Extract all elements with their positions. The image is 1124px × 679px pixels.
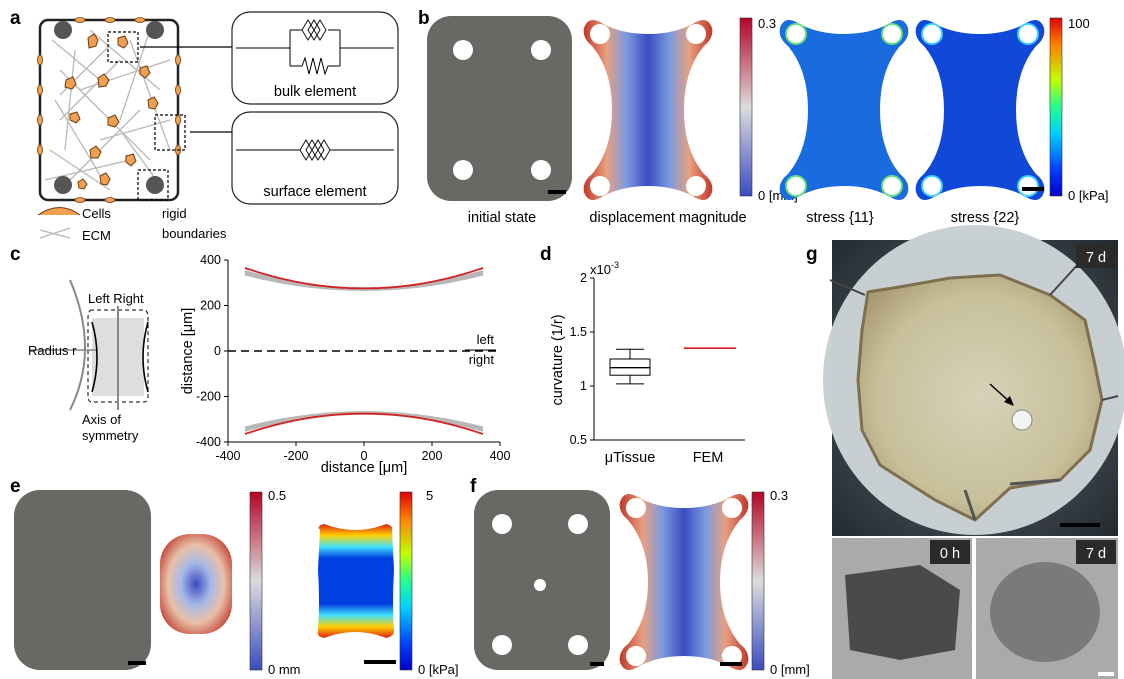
boundary-cells <box>37 17 181 203</box>
chart-c-xtick-label: -200 <box>283 449 308 463</box>
colorbar-stress-b <box>1049 17 1063 197</box>
scale-bar <box>1060 523 1100 527</box>
initial-state-shape <box>427 16 572 201</box>
chart-c-ytick-label: -200 <box>196 390 221 404</box>
panel-a-legend: Cells ECM rigid boundaries <box>37 206 227 243</box>
caption-stress-22: stress {22} <box>951 210 1020 226</box>
colorbar-displacement-b <box>739 17 753 197</box>
scale-bar <box>548 190 566 194</box>
colorbar-f-disp-min: 0 [mm] <box>770 662 810 677</box>
panel-letter-b: b <box>418 8 430 29</box>
scale-bar <box>1022 187 1044 191</box>
panel-g-tissue-photo: 7 d <box>823 225 1124 536</box>
chart-c-experimental-trace <box>244 270 484 289</box>
colorbar-b-disp-max: 0.3 <box>758 16 776 31</box>
panel-e-displacement-shape <box>160 534 232 634</box>
caption-initial-state: initial state <box>468 210 537 226</box>
stress-11-shape <box>779 20 909 200</box>
radius-label: Radius r <box>28 343 77 358</box>
badge-7d-top: 7 d <box>1086 250 1106 266</box>
colorbar-e-disp-max: 0.5 <box>268 488 286 503</box>
chart-c-series-left <box>244 267 484 290</box>
colorbar-stress-e <box>399 491 413 671</box>
chart-d-cat-1: FEM <box>693 450 724 466</box>
badge-0h: 0 h <box>940 546 960 562</box>
chart-d-ytick-label: 2 <box>580 271 587 285</box>
panel-letter-e: e <box>10 476 21 497</box>
scale-bar <box>364 660 396 664</box>
chart-c-ylabel: distance [μm] <box>180 308 196 395</box>
chart-d-exponent: x10-3 <box>590 260 619 277</box>
chart-d-ytick-label: 1.5 <box>570 325 587 339</box>
rigid-post <box>146 21 164 39</box>
scale-bar <box>128 661 146 665</box>
legend-cells: Cells <box>82 206 111 221</box>
colorbar-b-stress-max: 100 <box>1068 16 1090 31</box>
scale-bar <box>1098 672 1114 676</box>
caption-displacement: displacement magnitude <box>589 210 746 226</box>
displacement-shape <box>583 20 713 200</box>
surface-element-box: surface element <box>231 111 399 205</box>
axis-label-2: symmetry <box>82 428 139 443</box>
chart-c-xtick-label: 200 <box>422 449 443 463</box>
axis-label-1: Axis of <box>82 412 121 427</box>
rigid-post <box>54 176 72 194</box>
panel-e-stress-shape <box>317 524 396 664</box>
symmetry-schematic: Left Right Radius r Axis of symmetry <box>28 279 149 443</box>
left-right-label: Left Right <box>88 291 144 306</box>
panel-g-photo-7d: 7 d <box>976 538 1118 679</box>
panel-a-tissue-schematic <box>37 17 232 203</box>
colorbar-displacement-f <box>751 491 765 671</box>
chart-c-xtick-label: 0 <box>361 449 368 463</box>
ecm-fibers <box>44 29 171 191</box>
colorbar-displacement-e <box>249 491 263 671</box>
bulk-element-label: bulk element <box>274 84 356 100</box>
colorbar-e-stress-max: 5 <box>426 488 433 503</box>
chart-c-ytick-label: 400 <box>200 253 221 267</box>
legend-boundaries: boundaries <box>162 226 227 241</box>
panel-f-initial-shape <box>474 490 610 670</box>
chart-c-ytick-label: 0 <box>214 344 221 358</box>
chart-c-ytick-label: 200 <box>200 299 221 313</box>
colorbar-e-disp-min: 0 mm <box>268 662 301 677</box>
chart-c-xlabel: distance [μm] <box>321 460 408 476</box>
panel-letter-g: g <box>806 244 818 265</box>
stress-22-shape <box>915 20 1045 200</box>
panel-letter-a: a <box>10 8 21 29</box>
chart-d-cat-0: μTissue <box>605 450 656 466</box>
chart-d-ytick-label: 0.5 <box>570 433 587 447</box>
chart-c-xtick-label: 400 <box>490 449 511 463</box>
colorbar-e-stress-min: 0 [kPa] <box>418 662 458 677</box>
surface-element-label: surface element <box>263 184 366 200</box>
chart-c-ytick-label: -400 <box>196 435 221 449</box>
chart-c-series-right <box>244 412 484 435</box>
rigid-post <box>146 176 164 194</box>
badge-7d-bottom: 7 d <box>1086 546 1106 562</box>
cell-icons <box>64 33 159 190</box>
chart-c-legend-left: left <box>477 332 495 347</box>
scale-bar <box>590 662 604 666</box>
scale-bar <box>720 662 742 666</box>
colorbar-f-disp-max: 0.3 <box>770 488 788 503</box>
caption-stress-11: stress {11} <box>806 210 874 226</box>
chart-c-legend-right: right <box>469 352 495 367</box>
legend-ecm: ECM <box>82 228 111 243</box>
chart-d-ylabel: curvature (1/r) <box>550 314 566 405</box>
chart-c-xtick-label: -400 <box>215 449 240 463</box>
legend-rigid: rigid <box>162 206 187 221</box>
panel-letter-c: c <box>10 244 21 265</box>
chart-c: 400 200 0 -200 -400 -400 -200 0 200 400 distance… <box>180 253 510 476</box>
chart-d: 2 1.5 1 0.5 x10-3 curvature (1/r) μTissue F… <box>550 260 745 466</box>
rigid-post <box>54 21 72 39</box>
panel-f-displacement-shape <box>619 494 749 670</box>
panel-g-photo-0h: 0 h <box>832 538 972 679</box>
panel-letter-f: f <box>470 476 477 497</box>
panel-letter-d: d <box>540 244 552 265</box>
chart-d-ytick-label: 1 <box>580 379 587 393</box>
colorbar-b-stress-min: 0 [kPa] <box>1068 188 1108 203</box>
bulk-element-box: bulk element <box>231 11 399 105</box>
panel-e-initial-shape <box>14 490 151 670</box>
chart-c-experimental-trace <box>244 413 484 432</box>
